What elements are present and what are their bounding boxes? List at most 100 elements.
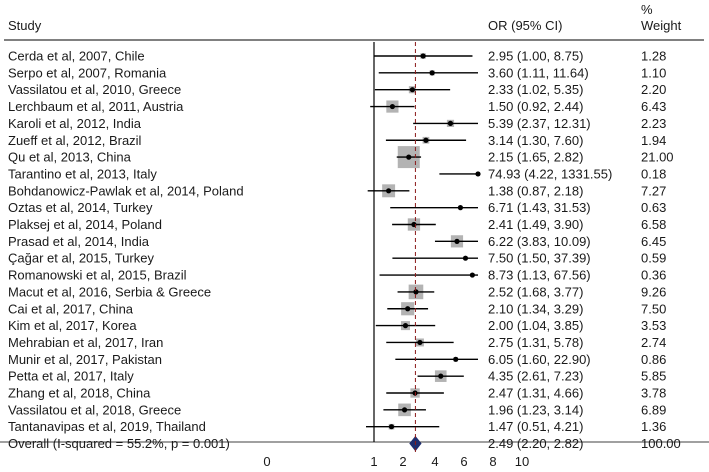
or-ci-value: 3.14 (1.30, 7.60) xyxy=(488,133,583,148)
weight-value: 0.63 xyxy=(641,200,666,215)
study-row: Qu et al, 2013, China 2.15 (1.65, 2.82) 21… xyxy=(8,146,674,169)
point-estimate xyxy=(409,87,416,93)
or-ci-value: 4.35 (2.61, 7.23) xyxy=(488,369,583,384)
study-row: Tarantino et al, 2013, Italy 74.93 (4.22,… xyxy=(8,166,666,181)
x-tick-label: 8 xyxy=(489,454,496,469)
study-label: Vassilatou et al, 2018, Greece xyxy=(8,402,181,417)
weight-value: 1.36 xyxy=(641,419,666,434)
study-row: Karoli et al, 2012, India 5.39 (2.37, 12.… xyxy=(8,116,666,131)
or-ci-value: 2.47 (1.31, 4.66) xyxy=(488,386,583,401)
study-label: Cai et al, 2017, China xyxy=(8,301,134,316)
point-estimate xyxy=(388,424,395,430)
study-label: Zhang et al, 2018, China xyxy=(8,386,151,401)
point-estimate xyxy=(402,323,409,329)
weight-value: 0.36 xyxy=(641,268,666,283)
weight-value: 0.86 xyxy=(641,352,666,367)
x-tick-label: 0 xyxy=(263,454,270,469)
weight-value: 2.74 xyxy=(641,335,666,350)
study-row: Cai et al, 2017, China 2.10 (1.34, 3.29) 7… xyxy=(8,301,666,316)
point-estimate xyxy=(413,289,419,295)
or-ci-value: 6.22 (3.83, 10.09) xyxy=(488,234,591,249)
study-row: Munir et al, 2017, Pakistan 6.05 (1.60, 2… xyxy=(8,352,666,367)
overall-label: Overall (I-squared = 55.2%, p = 0.001) xyxy=(8,436,230,451)
or-ci-value: 2.52 (1.68, 3.77) xyxy=(488,284,583,299)
study-label: Oztas et al, 2014, Turkey xyxy=(8,200,153,215)
or-ci-value: 74.93 (4.22, 1331.55) xyxy=(488,166,612,181)
point-estimate xyxy=(429,70,435,76)
weight-value: 6.43 xyxy=(641,99,666,114)
study-row: Tantanavipas et al, 2019, Thailand 1.47 (… xyxy=(8,419,666,434)
study-label: Vassilatou et al, 2010, Greece xyxy=(8,82,181,97)
study-label: Romanowski et al, 2015, Brazil xyxy=(8,268,187,283)
study-row: Vassilatou et al, 2018, Greece 1.96 (1.23… xyxy=(8,402,666,417)
study-label: Prasad et al, 2014, India xyxy=(8,234,150,249)
weight-value: 0.18 xyxy=(641,166,666,181)
or-ci-value: 1.38 (0.87, 2.18) xyxy=(488,183,583,198)
point-estimate xyxy=(420,53,426,59)
or-ci-value: 2.41 (1.49, 3.90) xyxy=(488,217,583,232)
or-ci-value: 1.50 (0.92, 2.44) xyxy=(488,99,583,114)
weight-value: 1.94 xyxy=(641,133,666,148)
study-label: Petta et al, 2017, Italy xyxy=(8,369,134,384)
x-tick-label: 4 xyxy=(431,454,438,469)
point-estimate xyxy=(389,103,396,110)
study-label: Plaksej et al, 2014, Poland xyxy=(8,217,162,232)
or-ci-value: 6.05 (1.60, 22.90) xyxy=(488,352,591,367)
study-row: Romanowski et al, 2015, Brazil 8.73 (1.13… xyxy=(8,268,666,283)
study-label: Tantanavipas et al, 2019, Thailand xyxy=(8,419,206,434)
point-estimate xyxy=(453,356,459,362)
x-axis-ticks: 0 1 2 4 6 8 10 xyxy=(263,454,529,469)
point-estimate xyxy=(469,272,475,278)
x-tick-label: 2 xyxy=(399,454,406,469)
or-ci-value: 2.95 (1.00, 8.75) xyxy=(488,49,583,64)
header-study: Study xyxy=(8,18,42,33)
overall-row: Overall (I-squared = 55.2%, p = 0.001) 2.… xyxy=(8,435,681,452)
study-row: Zueff et al, 2012, Brazil 3.14 (1.30, 7.6… xyxy=(8,133,666,148)
weight-value: 0.59 xyxy=(641,251,666,266)
point-estimate xyxy=(454,238,460,244)
study-label: Munir et al, 2017, Pakistan xyxy=(8,352,162,367)
plot-layer: Cerda et al, 2007, Chile 2.95 (1.00, 8.75… xyxy=(8,42,681,454)
or-ci-value: 2.10 (1.34, 3.29) xyxy=(488,301,583,316)
study-label: Qu et al, 2013, China xyxy=(8,150,132,165)
or-ci-value: 1.47 (0.51, 4.21) xyxy=(488,419,583,434)
weight-value: 6.89 xyxy=(641,402,666,417)
study-row: Serpo et al, 2007, Romania 3.60 (1.11, 11… xyxy=(8,65,666,80)
weight-value: 6.58 xyxy=(641,217,666,232)
weight-value: 2.20 xyxy=(641,82,666,97)
weight-value: 2.23 xyxy=(641,116,666,131)
study-label: Karoli et al, 2012, India xyxy=(8,116,142,131)
study-row: Oztas et al, 2014, Turkey 6.71 (1.43, 31.… xyxy=(8,200,666,215)
point-estimate xyxy=(406,154,412,160)
point-estimate xyxy=(401,407,408,413)
header-weight-percent: % xyxy=(641,2,653,17)
point-estimate xyxy=(457,205,464,211)
or-ci-value: 2.00 (1.04, 3.85) xyxy=(488,318,583,333)
weight-value: 3.78 xyxy=(641,386,666,401)
header-or-ci: OR (95% CI) xyxy=(488,18,562,33)
study-row: Mehrabian et al, 2017, Iran 2.75 (1.31, 5… xyxy=(8,335,666,350)
study-row: Çağar et al, 2015, Turkey 7.50 (1.50, 37.… xyxy=(8,251,666,266)
study-label: Zueff et al, 2012, Brazil xyxy=(8,133,142,148)
study-row: Bohdanowicz-Pawlak et al, 2014, Poland 1.… xyxy=(8,183,666,198)
weight-value: 1.28 xyxy=(641,49,666,64)
or-ci-value: 6.71 (1.43, 31.53) xyxy=(488,200,591,215)
or-ci-value: 2.33 (1.02, 5.35) xyxy=(488,82,583,97)
point-estimate xyxy=(386,188,392,194)
weight-value: 3.53 xyxy=(641,318,666,333)
or-ci-value: 7.50 (1.50, 37.39) xyxy=(488,251,591,266)
point-estimate xyxy=(475,171,481,177)
or-ci-value: 2.15 (1.65, 2.82) xyxy=(488,150,583,165)
point-estimate xyxy=(447,120,454,126)
study-label: Kim et al, 2017, Korea xyxy=(8,318,137,333)
point-estimate xyxy=(438,373,444,379)
weight-value: 9.26 xyxy=(641,284,666,299)
or-ci-value: 8.73 (1.13, 67.56) xyxy=(488,268,591,283)
x-tick-label: 6 xyxy=(460,454,467,469)
or-ci-value: 2.75 (1.31, 5.78) xyxy=(488,335,583,350)
study-row: Lerchbaum et al, 2011, Austria 1.50 (0.92… xyxy=(8,99,666,114)
point-estimate xyxy=(462,255,469,261)
overall-weight-value: 100.00 xyxy=(641,436,681,451)
study-row: Vassilatou et al, 2010, Greece 2.33 (1.02… xyxy=(8,82,666,97)
study-label: Çağar et al, 2015, Turkey xyxy=(8,251,154,266)
